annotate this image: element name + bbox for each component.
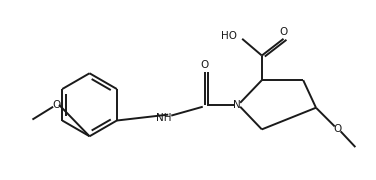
Text: O: O <box>201 60 209 70</box>
Text: O: O <box>279 27 288 37</box>
Text: HO: HO <box>221 31 237 41</box>
Text: O: O <box>334 124 342 134</box>
Text: NH: NH <box>156 112 171 123</box>
Text: N: N <box>233 100 241 110</box>
Text: O: O <box>52 100 60 110</box>
